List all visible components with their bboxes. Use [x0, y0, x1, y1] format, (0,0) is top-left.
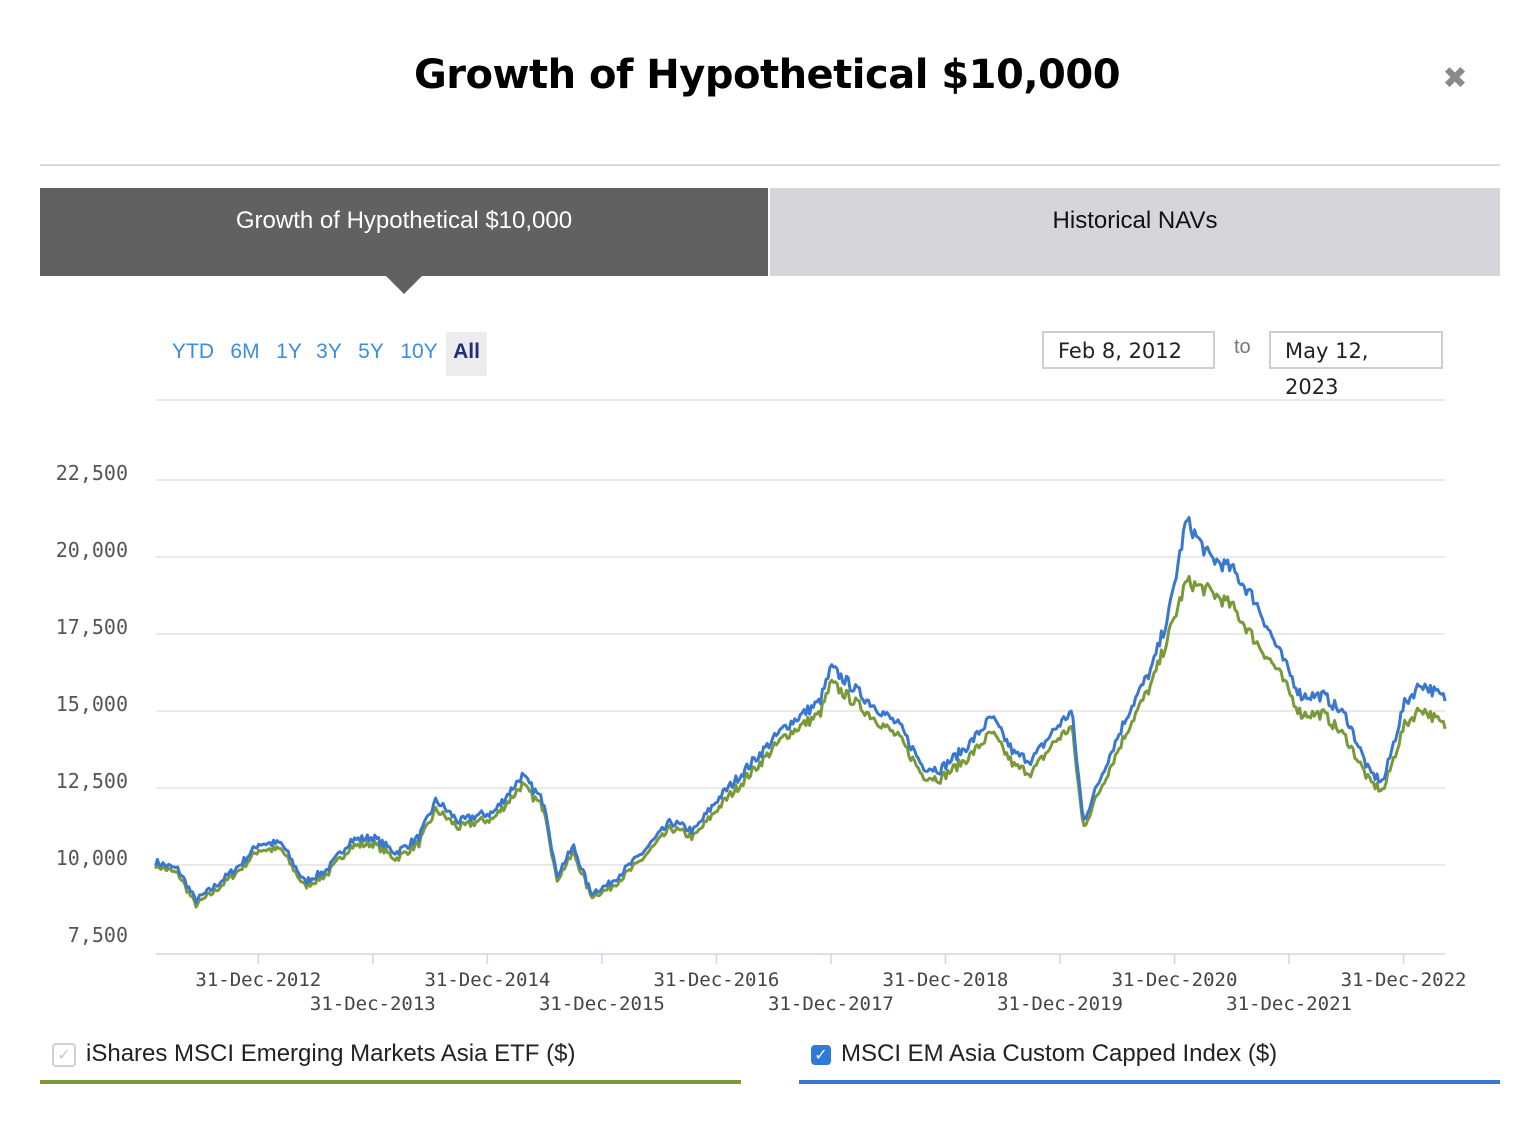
- x-tick-label: 31-Dec-2019: [997, 993, 1123, 1015]
- page-title: Growth of Hypothetical $10,000: [413, 52, 1121, 98]
- header-divider: [40, 164, 1500, 166]
- legend-label-index: MSCI EM Asia Custom Capped Index ($): [841, 1040, 1278, 1067]
- y-tick-label: 15,000: [56, 692, 128, 716]
- series-layer: [154, 516, 1447, 909]
- x-tick-label: 31-Dec-2020: [1112, 969, 1238, 991]
- x-tick-label: 31-Dec-2015: [539, 993, 665, 1015]
- range-10y-button[interactable]: 10Y: [400, 340, 438, 363]
- range-ytd-button[interactable]: YTD: [172, 340, 214, 363]
- y-tick-label: 20,000: [56, 538, 128, 562]
- series-line-etf: [154, 574, 1447, 909]
- close-icon[interactable]: ✖: [1442, 61, 1468, 96]
- etf-checkbox[interactable]: ✓: [52, 1042, 76, 1067]
- x-axis: 31-Dec-201231-Dec-201331-Dec-201431-Dec-…: [195, 969, 1466, 1015]
- tab-historical-navs[interactable]: Historical NAVs: [770, 188, 1500, 276]
- x-tick-label: 31-Dec-2012: [195, 969, 321, 991]
- start-date-input[interactable]: Feb 8, 2012: [1042, 331, 1215, 369]
- range-all-button[interactable]: All: [446, 332, 487, 376]
- x-tick-label: 31-Dec-2014: [424, 969, 550, 991]
- range-6m-button[interactable]: 6M: [230, 340, 260, 363]
- legend-item-etf[interactable]: ✓ iShares MSCI Emerging Markets Asia ETF …: [40, 1040, 741, 1084]
- legend-label-etf: iShares MSCI Emerging Markets Asia ETF (…: [86, 1040, 576, 1067]
- legend-underline-etf: [40, 1080, 741, 1084]
- x-tick-label: 31-Dec-2013: [310, 993, 436, 1015]
- end-date-input[interactable]: May 12, 2023: [1269, 331, 1443, 399]
- legend-underline-index: [799, 1080, 1500, 1084]
- range-5y-button[interactable]: 5Y: [358, 340, 384, 363]
- x-tick-label: 31-Dec-2017: [768, 993, 894, 1015]
- x-tick-label: 31-Dec-2022: [1341, 969, 1467, 991]
- y-tick-label: 7,500: [68, 923, 128, 947]
- index-checkbox[interactable]: ✓: [811, 1044, 831, 1065]
- series-line-index: [154, 516, 1447, 905]
- y-tick-label: 17,500: [56, 615, 128, 639]
- x-tick-label: 31-Dec-2016: [654, 969, 780, 991]
- date-range-to-label: to: [1234, 336, 1251, 358]
- y-tick-label: 10,000: [56, 846, 128, 870]
- x-tick-label: 31-Dec-2018: [883, 969, 1009, 991]
- range-1y-button[interactable]: 1Y: [276, 340, 302, 363]
- y-axis: 7,500 10,000 12,500 15,000 17,500 20,000 22,50…: [56, 461, 128, 947]
- grid-layer: [156, 399, 1445, 964]
- growth-chart: 7,500 10,000 12,500 15,000 17,500 20,000 22,50…: [56, 399, 1467, 1015]
- tab-growth[interactable]: Growth of Hypothetical $10,000: [40, 188, 768, 276]
- legend-item-index[interactable]: ✓ MSCI EM Asia Custom Capped Index ($): [799, 1040, 1500, 1084]
- active-tab-pointer: [386, 276, 422, 294]
- y-tick-label: 12,500: [56, 769, 128, 793]
- range-3y-button[interactable]: 3Y: [316, 340, 342, 363]
- y-tick-label: 22,500: [56, 461, 128, 485]
- x-tick-label: 31-Dec-2021: [1226, 993, 1352, 1015]
